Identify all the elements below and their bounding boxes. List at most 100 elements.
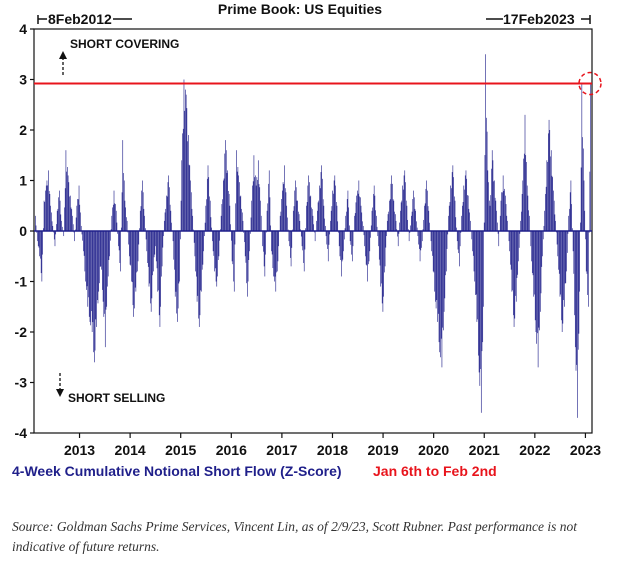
bar xyxy=(271,231,273,255)
bar xyxy=(91,231,93,332)
bar xyxy=(485,54,486,231)
bar xyxy=(112,204,114,231)
bar xyxy=(229,205,231,231)
bar xyxy=(472,231,473,252)
bar xyxy=(98,231,100,292)
bar xyxy=(507,220,508,231)
range-start-label: 8Feb2012 xyxy=(48,11,112,27)
bar xyxy=(52,225,54,231)
bar xyxy=(51,212,52,231)
bar xyxy=(500,200,502,231)
bar xyxy=(402,189,404,231)
bar xyxy=(266,210,268,231)
bar xyxy=(448,205,450,231)
short-covering-label: SHORT COVERING xyxy=(70,37,179,51)
bar xyxy=(41,231,43,282)
bar xyxy=(273,231,274,277)
bar xyxy=(264,231,266,277)
bar xyxy=(237,167,239,231)
bar xyxy=(556,231,558,245)
bar xyxy=(338,231,340,247)
bar xyxy=(277,231,279,262)
bar xyxy=(368,231,369,265)
bar xyxy=(308,175,309,231)
bar xyxy=(221,204,223,231)
bar xyxy=(480,231,481,370)
bar xyxy=(432,231,434,272)
bar xyxy=(388,211,390,231)
bar xyxy=(561,231,563,332)
bar xyxy=(548,119,550,231)
bar xyxy=(389,199,391,231)
x-tick-label: 2022 xyxy=(519,442,550,458)
bar xyxy=(166,195,167,231)
bar xyxy=(313,224,314,231)
bar xyxy=(283,184,285,231)
bar xyxy=(338,231,339,233)
bar xyxy=(147,231,149,267)
bar-series xyxy=(35,54,591,418)
bar xyxy=(192,215,194,231)
x-tick-label: 2021 xyxy=(469,442,500,458)
bar xyxy=(257,160,259,231)
bar xyxy=(406,205,408,231)
bar xyxy=(80,225,82,231)
bar xyxy=(539,231,541,312)
bar xyxy=(526,161,527,231)
bar xyxy=(241,212,243,231)
bar xyxy=(523,158,524,231)
bar xyxy=(43,228,44,231)
bar xyxy=(176,231,177,314)
bar xyxy=(449,202,451,231)
bar xyxy=(540,231,542,294)
bar xyxy=(523,153,525,231)
bar xyxy=(136,231,137,273)
bar xyxy=(531,231,533,274)
x-tick-label: 2020 xyxy=(418,442,449,458)
bar xyxy=(417,231,419,237)
bar xyxy=(566,231,567,272)
bar xyxy=(343,231,345,240)
bar xyxy=(59,200,61,231)
bar xyxy=(362,225,364,231)
bar xyxy=(181,160,183,231)
bar xyxy=(101,231,102,270)
bar xyxy=(327,231,328,249)
bar xyxy=(516,231,518,278)
bar xyxy=(494,180,495,231)
short-selling-annotation: SHORT SELLING xyxy=(56,373,165,405)
bar xyxy=(467,195,469,231)
bar xyxy=(275,231,277,292)
bar xyxy=(138,231,140,245)
bar xyxy=(231,231,233,262)
bar xyxy=(378,231,379,247)
bar xyxy=(331,206,333,231)
bar xyxy=(577,231,578,418)
x-tick-label: 2019 xyxy=(367,442,398,458)
bar xyxy=(212,231,214,252)
bar xyxy=(509,231,511,252)
bar xyxy=(274,231,275,282)
bar xyxy=(161,231,163,267)
bar xyxy=(174,231,176,297)
bar xyxy=(395,220,397,231)
bar xyxy=(368,231,370,262)
bar xyxy=(555,220,556,231)
bar xyxy=(574,231,575,316)
bar xyxy=(220,229,221,231)
bar xyxy=(470,220,471,231)
y-tick-label: 4 xyxy=(19,21,27,37)
bar xyxy=(61,226,63,231)
bar xyxy=(531,231,532,262)
bar xyxy=(40,231,42,274)
bar xyxy=(259,187,261,231)
bar xyxy=(311,207,312,231)
bar xyxy=(546,160,548,231)
bar xyxy=(316,220,317,231)
bar xyxy=(456,231,458,242)
bar xyxy=(333,180,335,231)
range-end-marker: 17Feb2023 xyxy=(486,11,591,27)
bar xyxy=(565,231,567,284)
bar xyxy=(263,231,264,252)
bar xyxy=(464,189,465,231)
